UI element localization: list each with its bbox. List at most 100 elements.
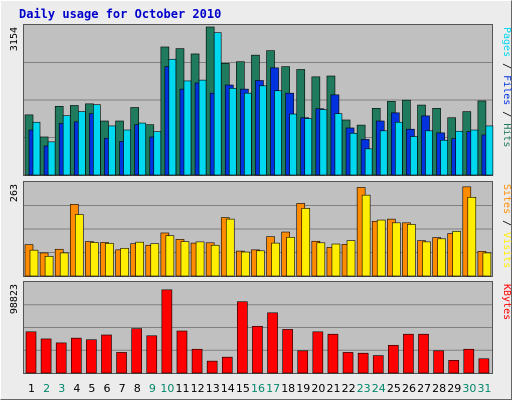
bar-kbytes-day-1 bbox=[25, 331, 37, 374]
bar-kbytes-day-2 bbox=[40, 338, 52, 374]
day-label-9: 9 bbox=[149, 382, 156, 395]
bar-kbytes-day-17 bbox=[267, 312, 278, 374]
bar-kbytes-day-22 bbox=[342, 352, 354, 374]
bar-sites-day-29 bbox=[452, 231, 462, 277]
ymax-label-hits-files-pages: 3154 bbox=[9, 27, 20, 51]
day-label-12: 12 bbox=[191, 382, 205, 395]
bar-sites-day-13 bbox=[210, 244, 220, 277]
day-label-16: 16 bbox=[251, 382, 265, 395]
bar-pages-day-20 bbox=[319, 109, 328, 176]
day-label-24: 24 bbox=[372, 382, 386, 395]
bar-kbytes-day-11 bbox=[176, 330, 188, 374]
bar-kbytes-day-26 bbox=[403, 333, 414, 374]
right-label-kbytes: KBytes bbox=[501, 284, 512, 320]
bar-pages-day-29 bbox=[455, 130, 464, 176]
day-label-3: 3 bbox=[58, 382, 65, 395]
bar-pages-day-16 bbox=[259, 85, 267, 176]
bar-kbytes-day-20 bbox=[312, 331, 324, 374]
day-label-14: 14 bbox=[221, 382, 235, 395]
bar-sites-day-21 bbox=[331, 243, 341, 277]
right-label-pages: Pages bbox=[501, 27, 512, 57]
bar-kbytes-day-31 bbox=[478, 358, 490, 374]
bar-sites-day-22 bbox=[346, 240, 356, 277]
bar-sites-day-10 bbox=[165, 235, 175, 277]
right-label-visits: Visits bbox=[501, 232, 512, 268]
day-label-18: 18 bbox=[281, 382, 295, 395]
bar-sites-day-1 bbox=[29, 249, 39, 277]
bar-pages-day-5 bbox=[93, 104, 101, 176]
bar-pages-day-23 bbox=[364, 148, 373, 176]
bar-sites-day-30 bbox=[467, 197, 477, 277]
bar-sites-day-24 bbox=[376, 219, 386, 277]
day-label-6: 6 bbox=[104, 382, 111, 395]
bar-kbytes-day-8 bbox=[131, 328, 142, 374]
chart-title: Daily usage for October 2010 bbox=[19, 7, 222, 21]
right-label-files: Files bbox=[501, 75, 512, 105]
day-label-17: 17 bbox=[266, 382, 280, 395]
ymax-label-visits-sites: 263 bbox=[9, 184, 20, 202]
day-label-5: 5 bbox=[88, 382, 95, 395]
day-label-13: 13 bbox=[206, 382, 220, 395]
bar-sites-day-7 bbox=[120, 248, 129, 277]
bar-sites-day-26 bbox=[407, 224, 416, 277]
bar-pages-day-15 bbox=[244, 92, 252, 176]
bar-sites-day-17 bbox=[271, 242, 280, 277]
bar-sites-day-9 bbox=[150, 243, 160, 277]
bar-kbytes-day-21 bbox=[327, 333, 339, 374]
day-label-2: 2 bbox=[43, 382, 50, 395]
bar-pages-day-6 bbox=[108, 125, 116, 176]
bar-pages-day-10 bbox=[168, 58, 177, 176]
bar-pages-day-14 bbox=[228, 87, 237, 176]
right-label-sites: Sites bbox=[501, 184, 512, 214]
bar-pages-day-27 bbox=[425, 130, 433, 176]
bar-sites-day-27 bbox=[422, 241, 431, 277]
bar-kbytes-day-28 bbox=[433, 350, 444, 374]
bar-kbytes-day-12 bbox=[191, 348, 203, 374]
bar-pages-day-4 bbox=[77, 111, 86, 176]
bar-pages-day-1 bbox=[32, 121, 41, 176]
right-label-separator: / bbox=[501, 57, 512, 75]
day-label-11: 11 bbox=[176, 382, 190, 395]
day-label-30: 30 bbox=[462, 382, 476, 395]
right-label-kbytes: KBytes bbox=[501, 284, 512, 320]
bar-kbytes-day-24 bbox=[372, 355, 384, 374]
bar-kbytes-day-30 bbox=[463, 348, 475, 374]
bar-kbytes-day-7 bbox=[116, 352, 127, 374]
bar-pages-day-7 bbox=[123, 129, 131, 176]
bar-kbytes-day-27 bbox=[418, 333, 429, 374]
bar-sites-day-11 bbox=[180, 241, 190, 277]
bar-kbytes-day-18 bbox=[282, 329, 293, 374]
bar-kbytes-day-14 bbox=[221, 356, 233, 374]
day-label-20: 20 bbox=[311, 382, 325, 395]
bar-pages-day-8 bbox=[138, 122, 146, 176]
day-label-19: 19 bbox=[296, 382, 310, 395]
bar-sites-day-23 bbox=[361, 194, 371, 277]
right-label-separator: / bbox=[501, 105, 512, 123]
bar-kbytes-day-3 bbox=[55, 342, 67, 374]
bar-sites-day-31 bbox=[482, 252, 492, 277]
bar-sites-day-12 bbox=[195, 241, 205, 277]
bar-sites-day-14 bbox=[225, 218, 235, 277]
bar-pages-day-17 bbox=[274, 90, 282, 176]
day-label-22: 22 bbox=[342, 382, 356, 395]
day-label-10: 10 bbox=[160, 382, 174, 395]
bar-pages-day-22 bbox=[349, 132, 358, 176]
right-label-separator: / bbox=[501, 214, 512, 232]
day-label-15: 15 bbox=[236, 382, 250, 395]
bar-kbytes-day-9 bbox=[146, 335, 158, 374]
bar-pages-day-12 bbox=[198, 79, 207, 176]
bar-sites-day-28 bbox=[437, 238, 446, 277]
bar-kbytes-day-10 bbox=[161, 289, 173, 374]
bar-pages-day-18 bbox=[289, 113, 297, 176]
day-label-1: 1 bbox=[28, 382, 35, 395]
bar-kbytes-day-6 bbox=[101, 334, 112, 374]
day-label-21: 21 bbox=[326, 382, 340, 395]
bar-sites-day-20 bbox=[316, 242, 326, 277]
bar-pages-day-9 bbox=[153, 131, 162, 176]
right-label-visits-sites: Sites / Visits bbox=[501, 184, 512, 268]
bar-pages-day-11 bbox=[183, 80, 192, 176]
bar-pages-day-3 bbox=[62, 115, 71, 176]
day-label-4: 4 bbox=[73, 382, 80, 395]
day-label-26: 26 bbox=[402, 382, 416, 395]
